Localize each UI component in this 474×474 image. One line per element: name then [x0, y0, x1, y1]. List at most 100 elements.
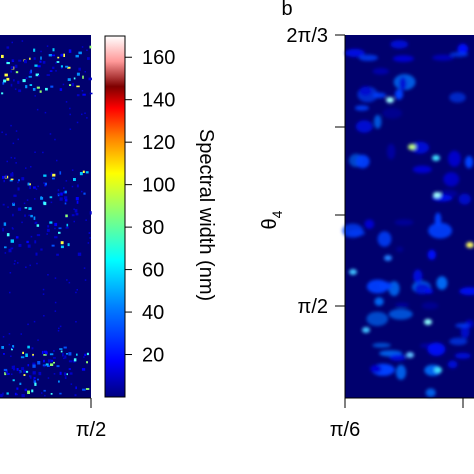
panel-a-spot — [52, 66, 55, 69]
panel-a-spot — [65, 180, 68, 182]
svg-text:θ4: θ4 — [259, 210, 285, 229]
panel-a-spot — [75, 212, 79, 216]
panel-a-spot — [11, 41, 13, 44]
panel-a-spot — [73, 208, 75, 210]
panel-b-blob — [370, 365, 382, 373]
panel-b-blob — [449, 52, 469, 57]
panel-a-spot — [54, 222, 58, 227]
panel-b-y-axis-label-symbol: θ — [259, 218, 281, 229]
panel-a-spot — [36, 86, 40, 89]
panel-a-spot — [56, 365, 60, 368]
panel-a-spot — [27, 390, 30, 394]
panel-b-blob — [412, 165, 432, 174]
panel-a-spot — [15, 236, 19, 239]
panel-a-spot — [14, 392, 17, 396]
panel-a-spot — [11, 348, 13, 351]
panel-a-spot — [17, 207, 22, 211]
panel-a-spot — [54, 301, 57, 304]
panel-a-spot — [10, 66, 14, 70]
panel-b-blob — [413, 269, 423, 284]
panel-a-spot — [24, 207, 28, 209]
panel-a-spot — [73, 220, 75, 223]
panel-a-spot — [88, 232, 91, 234]
panel-a-spot — [74, 209, 78, 213]
panel-b-blob — [382, 108, 403, 119]
panel-b-blob — [348, 229, 366, 237]
panel-a-spot — [65, 214, 68, 218]
panel-a-spot — [82, 93, 86, 96]
panel-a-spot — [32, 88, 36, 91]
panel-a-spot — [34, 95, 36, 97]
panel-a-spot — [53, 357, 56, 359]
panel-a-spot — [6, 60, 8, 62]
panel-a-spot — [14, 64, 18, 68]
panel-a-spot — [29, 84, 33, 86]
panel-b-blob — [447, 360, 458, 369]
panel-a-spot — [24, 214, 26, 217]
panel-a-spot — [39, 90, 42, 93]
panel-a-spot — [3, 222, 7, 226]
panel-a-spot — [69, 84, 72, 86]
panel-a-spot — [30, 166, 32, 168]
panel-a-spot — [33, 320, 36, 323]
panel-a-spot — [11, 365, 15, 369]
panel-a-spot — [22, 79, 26, 83]
panel-a-spot — [71, 169, 74, 171]
panel-a-spot — [53, 373, 56, 375]
panel-a-spot — [42, 151, 44, 154]
panel-a-spot — [86, 49, 88, 51]
panel-b-blob — [432, 54, 454, 61]
panel-a-spot — [38, 75, 40, 77]
panel-a-spot — [17, 80, 20, 84]
panel-a-spot — [6, 233, 10, 237]
colorbar-ticks: 20 40 60 80 100 120 140 160 — [125, 47, 175, 367]
panel-a-spot — [6, 77, 10, 81]
panel-a-spot — [69, 107, 71, 110]
colorbar-gradient — [104, 35, 126, 398]
panel-a-spot — [84, 353, 87, 356]
panel-a-spot — [37, 378, 39, 381]
panel-a-x-tick-label: π/2 — [76, 419, 106, 441]
colorbar: 20 40 60 80 100 120 140 160 Spectral width (nm) — [104, 35, 217, 398]
panel-a-spot — [69, 128, 72, 130]
panel-a-spot — [36, 224, 40, 227]
panel-a-spot — [83, 267, 86, 269]
panel-b-blob — [389, 354, 407, 361]
panel-a-spot — [49, 196, 53, 199]
panel-a-spot — [63, 346, 67, 349]
panel-a-spot — [17, 138, 19, 141]
panel-a-spot — [10, 83, 13, 87]
panel-b-blob — [424, 289, 433, 294]
panel-b-hotspot — [466, 242, 474, 248]
panel-a-spot — [6, 392, 9, 395]
panel-a-spot — [73, 178, 76, 181]
panel-b-blob — [427, 342, 446, 356]
panel-b-hotspot — [408, 144, 416, 150]
panel-a-spot — [19, 382, 22, 385]
panel-a-spot — [37, 185, 39, 188]
panel-a-spot — [46, 228, 50, 232]
panel-a-spot — [67, 243, 70, 247]
colorbar-tick-label-140: 140 — [142, 90, 175, 112]
panel-a-spot — [50, 201, 53, 204]
panel-a-spot — [1, 54, 4, 58]
panel-a-spot — [23, 374, 26, 376]
panel-b-hotspot — [433, 192, 441, 198]
panel-b-hotspot — [434, 367, 442, 373]
panel-a-spot — [34, 198, 36, 200]
panel-a-spot — [28, 207, 32, 210]
panel-a-spot — [46, 365, 50, 367]
panel-a-spot — [29, 57, 31, 60]
panel-a-spot — [82, 170, 85, 173]
panel-b-blob — [355, 120, 373, 133]
panel-a-spot — [12, 379, 15, 382]
panel-b-blob — [373, 114, 382, 129]
panel-b-y-axis-label-subscript: 4 — [269, 210, 285, 218]
panel-b-blob — [427, 249, 436, 260]
panel-a-spot — [63, 53, 65, 57]
panel-b-blob — [396, 246, 404, 253]
panel-b-blob — [395, 302, 409, 308]
panel-a-spot — [32, 353, 34, 357]
panel-a-spot — [17, 181, 19, 184]
panel-a-spot — [89, 92, 93, 95]
